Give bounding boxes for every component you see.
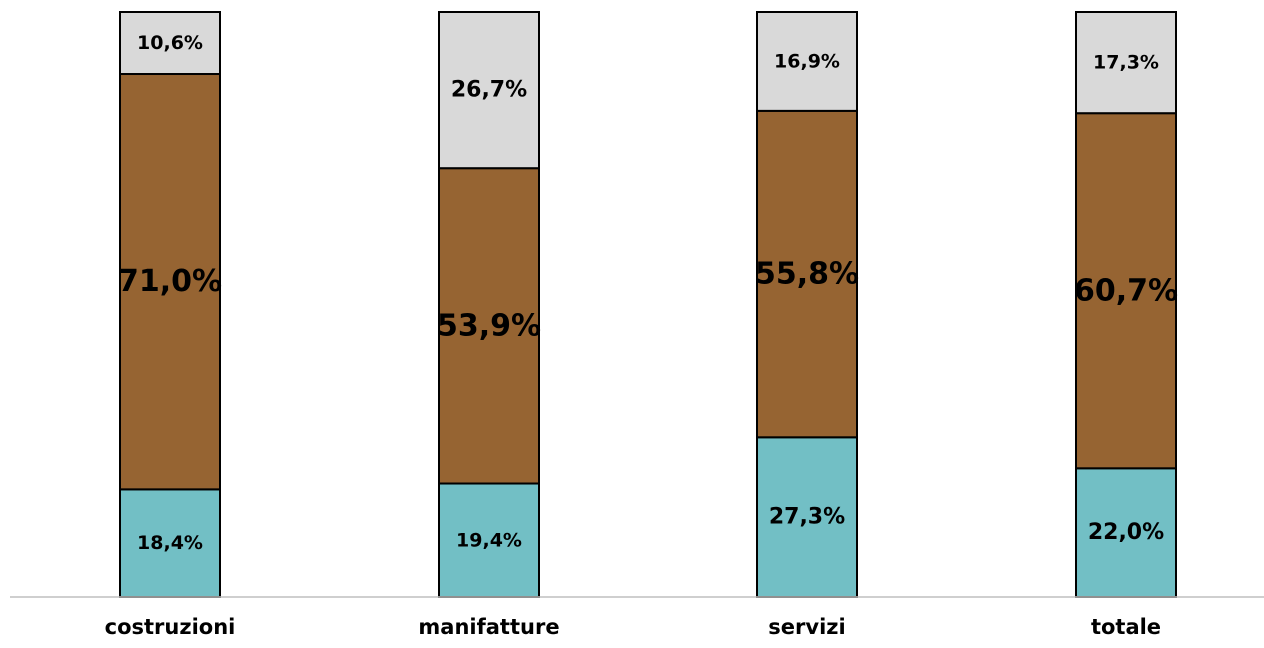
data-label-manifatture-top: 26,7% bbox=[451, 78, 527, 103]
bars-layer bbox=[119, 11, 1177, 599]
data-label-servizi-top: 16,9% bbox=[774, 50, 840, 72]
data-label-costruzioni-base: 18,4% bbox=[137, 532, 203, 554]
data-label-costruzioni-top: 10,6% bbox=[137, 32, 203, 54]
bar-segment-costruzioni-base bbox=[119, 488, 221, 598]
category-label-manifatture: manifatture bbox=[418, 615, 559, 639]
bar-segment-servizi-middle bbox=[756, 109, 858, 439]
bar-segment-totale-top bbox=[1075, 11, 1177, 115]
category-label-servizi: servizi bbox=[768, 615, 845, 639]
data-label-manifatture-middle: 53,9% bbox=[437, 308, 541, 343]
bar-segment-costruzioni-top bbox=[119, 11, 221, 76]
bar-segment-manifatture-base bbox=[438, 482, 540, 599]
data-label-totale-middle: 60,7% bbox=[1074, 273, 1178, 308]
category-label-costruzioni: costruzioni bbox=[105, 615, 236, 639]
data-label-servizi-base: 27,3% bbox=[769, 505, 845, 530]
bar-segment-manifatture-top bbox=[438, 11, 540, 170]
bar-segment-costruzioni-middle bbox=[119, 73, 221, 491]
labels-layer: 18,4% 71,0% 10,6% costruzioni 19,4% 53,9% 26,7… bbox=[105, 32, 1178, 639]
bar-segment-totale-middle bbox=[1075, 112, 1177, 470]
bar-segment-manifatture-middle bbox=[438, 167, 540, 485]
data-label-totale-base: 22,0% bbox=[1088, 520, 1164, 545]
bar-segment-servizi-top bbox=[756, 11, 858, 112]
category-label-totale: totale bbox=[1091, 615, 1161, 639]
data-label-servizi-middle: 55,8% bbox=[755, 257, 859, 292]
data-label-manifatture-base: 19,4% bbox=[456, 529, 522, 551]
bar-segment-totale-base bbox=[1075, 467, 1177, 598]
data-label-costruzioni-middle: 71,0% bbox=[118, 264, 222, 299]
data-label-totale-top: 17,3% bbox=[1093, 52, 1159, 74]
